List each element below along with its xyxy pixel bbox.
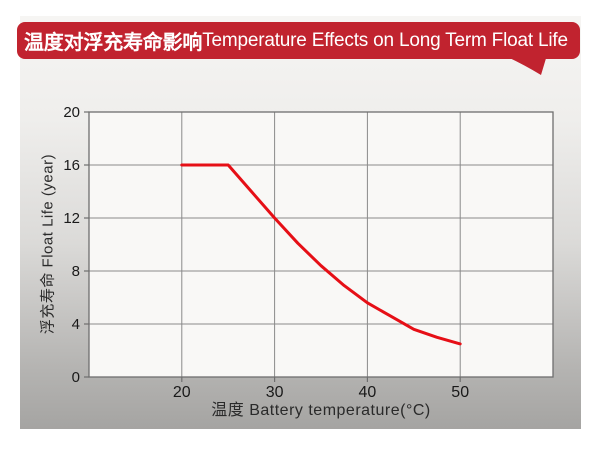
y-tick-label-20: 20 [63,104,80,121]
plot-area [89,112,553,377]
x-axis-title: 温度 Battery temperature(°C) [211,402,431,419]
x-tick-label-50: 50 [451,384,469,401]
x-tick-label-20: 20 [173,384,191,401]
title-banner: 温度对浮充寿命影响 Temperature Effects on Long Ter… [17,22,580,59]
y-tick-label-0: 0 [72,369,80,386]
x-tick-label-30: 30 [266,384,284,401]
y-tick-label-16: 16 [63,157,80,174]
banner-title-english: Temperature Effects on Long Term Float L… [202,29,568,51]
banner-tail-pointer [503,55,547,75]
x-tick-label-40: 40 [359,384,377,401]
plot-border [88,111,554,378]
y-axis-title: 浮充寿命 Float Life (year) [39,153,57,335]
float-life-curve [180,163,462,346]
y-tick-label-12: 12 [63,210,80,227]
y-tick-label-4: 4 [72,316,80,333]
banner-title-chinese: 温度对浮充寿命影响 [24,32,203,54]
y-tick-label-8: 8 [72,263,80,280]
